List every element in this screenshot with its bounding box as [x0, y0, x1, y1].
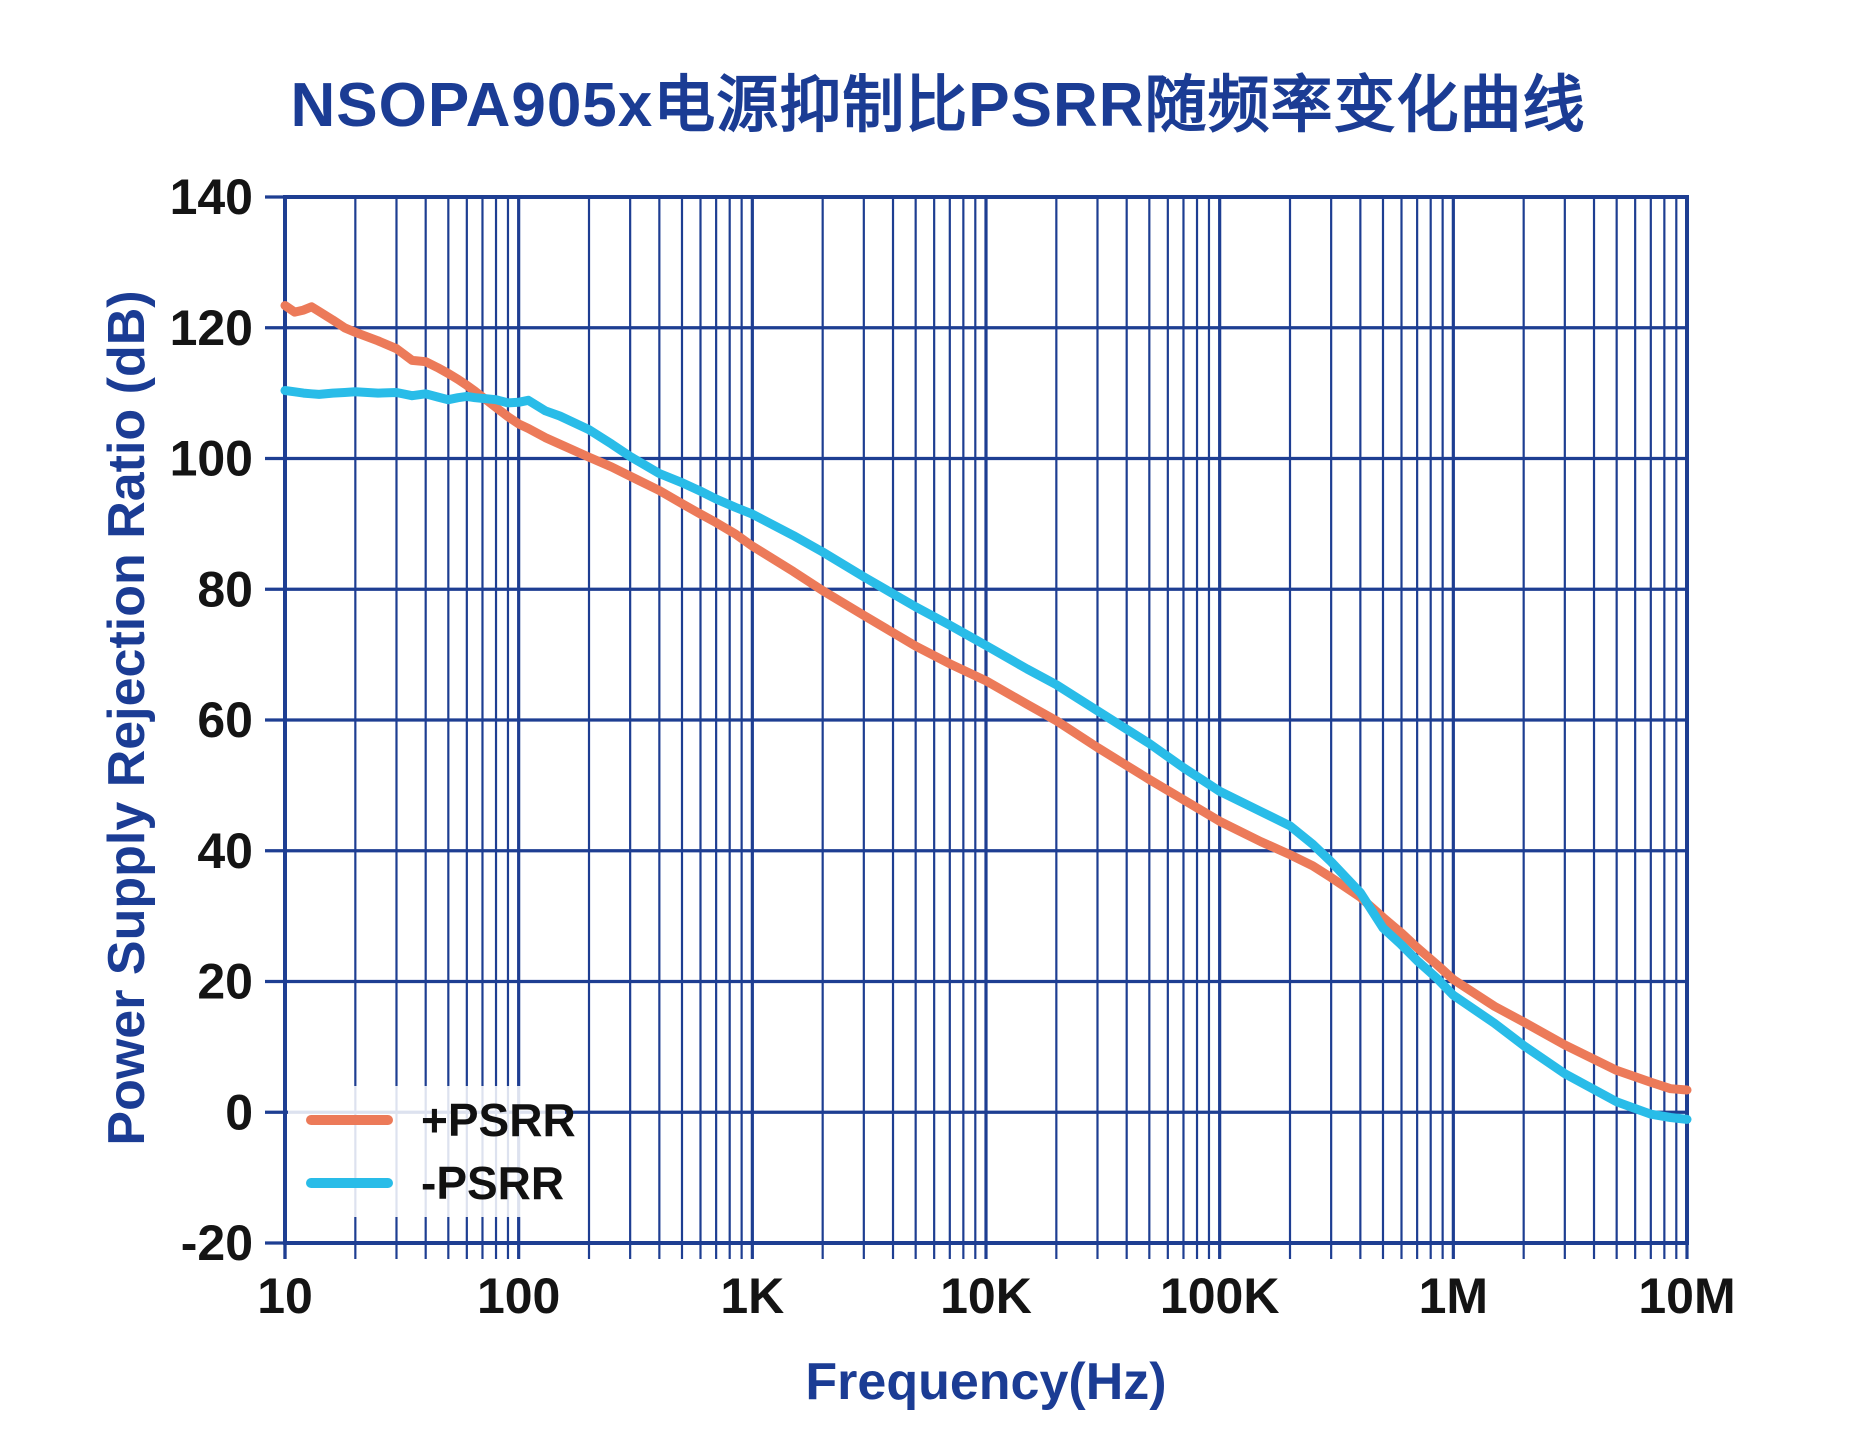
chart-title: NSOPA905x电源抑制比PSRR随频率变化曲线 — [290, 71, 1586, 140]
series-line-pos-psrr — [280, 301, 1692, 1095]
legend-label-pos-psrr: +PSRR — [421, 1093, 576, 1146]
plot-frame — [283, 195, 1689, 1245]
y-tick-label: 120 — [170, 300, 253, 356]
y-tick-label: 100 — [170, 431, 253, 487]
legend-label-neg-psrr: -PSRR — [421, 1157, 565, 1210]
y-tick-label: 20 — [197, 954, 253, 1010]
y-tick-label: -20 — [181, 1215, 253, 1271]
x-tick-label: 1K — [720, 1268, 784, 1324]
x-tick-label: 1M — [1419, 1268, 1488, 1324]
x-tick-label: 10 — [257, 1268, 313, 1324]
y-tick-label: 60 — [197, 692, 253, 748]
legend-item-pos-psrr: +PSRR — [306, 1097, 576, 1143]
legend: +PSRR -PSRR — [288, 1086, 576, 1217]
y-tick-label: 140 — [170, 169, 253, 225]
legend-swatch-pos-psrr — [306, 1114, 393, 1125]
x-tick-label: 10K — [940, 1268, 1032, 1324]
x-tick-label: 100 — [477, 1268, 560, 1324]
x-axis-title: Frequency(Hz) — [805, 1353, 1167, 1411]
tick-labels: 10 100 1K 10K 100K 1M 10M 140 120 100 80 60 40 20 0 -20 — [170, 169, 1736, 1324]
y-tick-label: 0 — [225, 1084, 253, 1140]
x-tick-label: 100K — [1160, 1268, 1280, 1324]
legend-swatch-neg-psrr — [306, 1178, 393, 1189]
series-line-neg-psrr — [280, 386, 1692, 1124]
y-tick-label: 40 — [197, 823, 253, 879]
y-tick-label: 80 — [197, 561, 253, 617]
grid — [265, 195, 1689, 1259]
x-tick-label: 10M — [1638, 1268, 1735, 1324]
legend-item-neg-psrr: -PSRR — [306, 1160, 565, 1206]
